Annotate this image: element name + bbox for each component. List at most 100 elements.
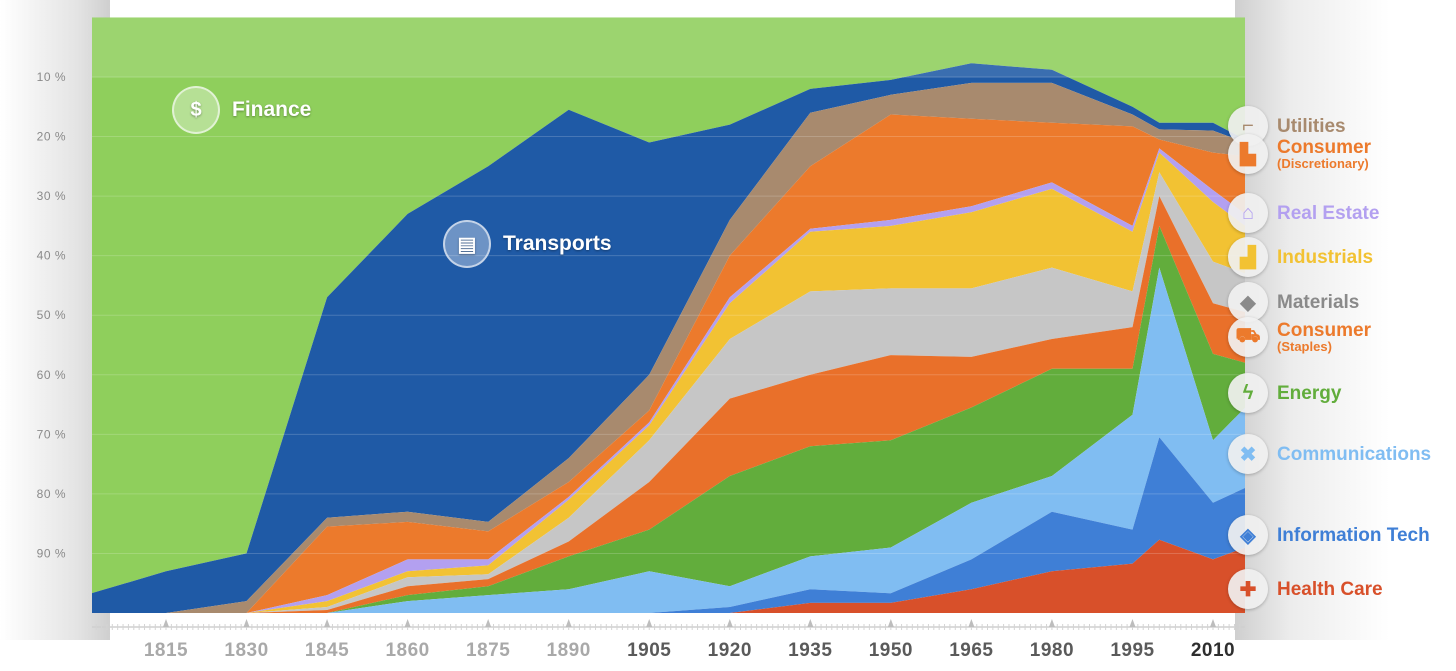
annotation-transports-label: Transports — [503, 232, 612, 255]
legend-label: Health Care — [1277, 578, 1383, 600]
x-major-tick — [1129, 619, 1136, 627]
legend-item-consumer-discretionary: ▙ Consumer (Discretionary) — [1228, 134, 1371, 174]
legend-text: Consumer (Discretionary) — [1277, 138, 1371, 170]
area-information-tech — [649, 437, 1245, 613]
cart-icon: ⛟ — [1228, 317, 1268, 357]
background-right — [1235, 0, 1456, 640]
x-major-tick — [1210, 619, 1216, 627]
legend-label: Materials — [1277, 291, 1360, 313]
area-finance — [92, 17, 1245, 594]
satellite-icon: ✖ — [1228, 434, 1268, 474]
y-tick-label: 10 % — [37, 70, 66, 84]
legend-label: Energy — [1277, 382, 1342, 404]
legend-text: Real Estate — [1277, 204, 1379, 223]
y-tick-label: 90 % — [37, 546, 66, 560]
x-major-tick — [1048, 619, 1055, 627]
annotation-finance-label: Finance — [232, 98, 312, 121]
area-layer — [92, 17, 1245, 613]
legend-sublabel: (Staples) — [1277, 339, 1332, 354]
x-tick-label: 1980 — [1030, 640, 1074, 661]
y-tick-label: 60 % — [37, 368, 66, 382]
x-major-tick — [646, 619, 653, 627]
area-communications — [327, 267, 1245, 613]
legend-label: Real Estate — [1277, 202, 1380, 224]
legend-text: Energy — [1277, 384, 1341, 403]
x-major-tick — [565, 619, 572, 627]
legend-text: Information Tech — [1277, 526, 1430, 545]
lightning-icon: ϟ — [1228, 373, 1268, 413]
x-tick-label: 1935 — [788, 640, 832, 661]
y-tick-label: 70 % — [37, 427, 66, 441]
x-major-tick — [968, 619, 975, 627]
y-tick-label: 80 % — [37, 487, 66, 501]
diamond-icon: ◆ — [1228, 282, 1268, 322]
y-tick-label: 20 % — [37, 130, 66, 144]
x-major-tick — [485, 619, 492, 627]
x-tick-label: 1860 — [385, 640, 429, 661]
legend-label: Information Tech — [1277, 524, 1430, 546]
money-bag-icon: $ — [172, 86, 220, 134]
legend-item-health-care: ✚ Health Care — [1228, 569, 1383, 609]
x-major-tick — [404, 619, 411, 627]
cross-icon: ✚ — [1228, 569, 1268, 609]
y-tick-label: 40 % — [37, 249, 66, 263]
x-tick-label: 1905 — [627, 640, 671, 661]
x-axis: 1815 1830 1845 1860 1875 1890 1905 1920 1935 1950… — [92, 619, 1246, 661]
legend-text: Consumer (Staples) — [1277, 321, 1371, 353]
legend-sublabel: (Discretionary) — [1277, 156, 1369, 171]
finance-highlight — [92, 17, 1245, 78]
x-tick-label: 1965 — [949, 640, 993, 661]
y-axis: 10 % 20 % 30 % 40 % 50 % 60 % 70 % 80 % 90 % — [37, 70, 66, 560]
annotation-transports: ▤ Transports — [443, 220, 612, 268]
x-tick-label: 1875 — [466, 640, 510, 661]
chip-icon: ◈ — [1228, 515, 1268, 555]
legend-item-real-estate: ⌂ Real Estate — [1228, 193, 1379, 233]
y-tick-label: 50 % — [37, 308, 66, 322]
area-materials — [246, 172, 1245, 613]
legend-label: Consumer — [1277, 137, 1371, 158]
legend-label: Industrials — [1277, 246, 1374, 268]
area-consumer-staples — [246, 196, 1245, 613]
x-tick-label: 1920 — [708, 640, 752, 661]
x-major-tick — [887, 619, 894, 627]
legend-text: Communications — [1277, 445, 1431, 464]
x-tick-label: 1845 — [305, 640, 349, 661]
x-tick-label: 1890 — [547, 640, 591, 661]
legend-item-materials: ◆ Materials — [1228, 282, 1359, 322]
legend-text: Health Care — [1277, 580, 1383, 599]
legend-text: Industrials — [1277, 248, 1373, 267]
x-tick-label: 1950 — [869, 640, 913, 661]
house-icon: ⌂ — [1228, 193, 1268, 233]
legend-label: Communications — [1277, 443, 1432, 465]
industry-icon: ▟ — [1228, 237, 1268, 277]
background-left — [0, 0, 110, 640]
train-icon: ▤ — [443, 220, 491, 268]
area-transports — [92, 63, 1245, 613]
x-tick-label: 1830 — [224, 640, 268, 661]
legend-item-energy: ϟ Energy — [1228, 373, 1341, 413]
legend-item-communications: ✖ Communications — [1228, 434, 1431, 474]
x-major-tick — [324, 619, 331, 627]
legend-label: Consumer — [1277, 320, 1371, 341]
x-tick-label: 2010 — [1191, 640, 1235, 661]
legend-item-industrials: ▟ Industrials — [1228, 237, 1373, 277]
x-major-tick — [807, 619, 814, 627]
legend-item-consumer-staples: ⛟ Consumer (Staples) — [1228, 317, 1371, 357]
legend-text: Materials — [1277, 293, 1359, 312]
x-tick-label: 1815 — [144, 640, 188, 661]
x-major-tick — [726, 619, 733, 627]
legend-text: Utilities — [1277, 117, 1346, 136]
area-consumer-discretionary — [246, 114, 1245, 613]
area-health-care — [729, 539, 1245, 613]
annotation-finance: $ Finance — [172, 86, 311, 134]
x-tick-label: 1995 — [1110, 640, 1154, 661]
legend-item-information-tech: ◈ Information Tech — [1228, 515, 1430, 555]
area-industrials — [246, 152, 1245, 613]
y-tick-label: 30 % — [37, 189, 66, 203]
x-major-tick — [163, 619, 169, 627]
legend-label: Utilities — [1277, 115, 1346, 137]
area-energy — [327, 225, 1245, 613]
x-major-tick — [243, 619, 250, 627]
grid-lines — [92, 76, 1245, 554]
